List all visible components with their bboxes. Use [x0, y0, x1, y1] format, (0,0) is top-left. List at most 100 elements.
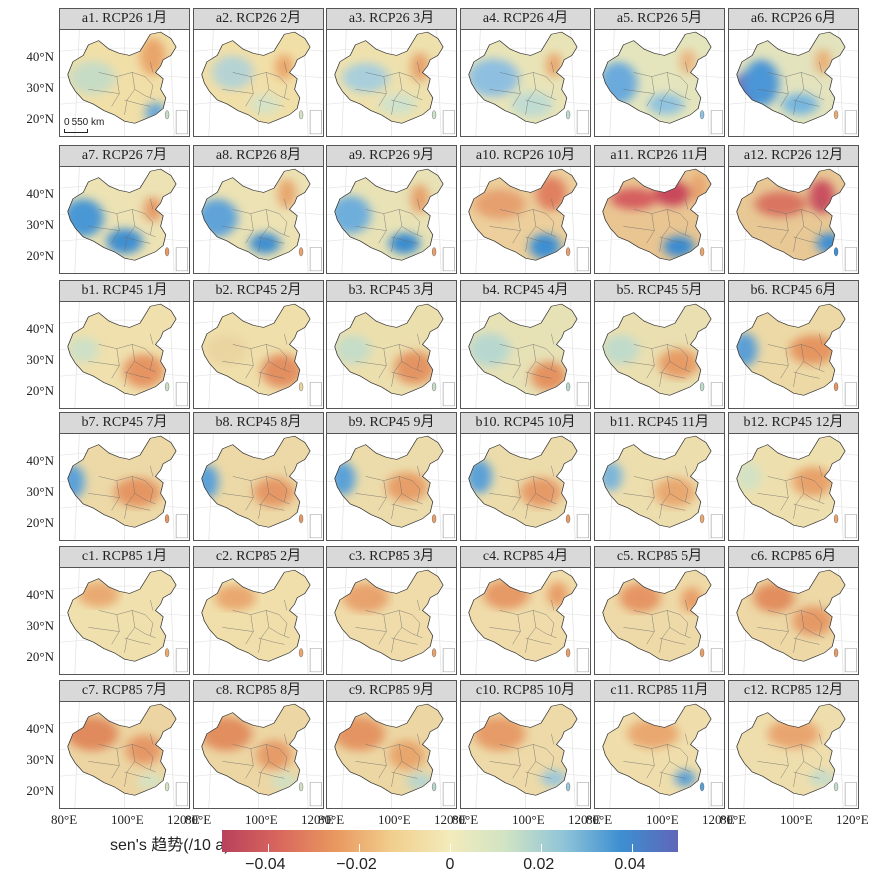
panel-map: [59, 166, 190, 274]
panel-map: [460, 567, 591, 675]
china-outline: [602, 569, 712, 662]
china-outline: [468, 31, 578, 124]
china-outline: [67, 31, 177, 124]
legend-tick-label: 0.04: [614, 856, 646, 873]
panel-map: [59, 29, 190, 137]
china-outline: [468, 168, 578, 261]
china-outline: [67, 703, 177, 796]
longitude-label: 80°E: [586, 812, 613, 827]
panel-title: a3. RCP26 3月: [326, 8, 457, 30]
panel-map: [193, 701, 324, 809]
china-outline: [736, 168, 846, 261]
panel-map: [460, 166, 591, 274]
panel-title: a1. RCP26 1月: [59, 8, 190, 30]
china-outline: [334, 31, 444, 124]
panel-map: [326, 166, 457, 274]
china-outline: [334, 435, 444, 528]
legend-tick-label: −0.04: [245, 856, 286, 873]
panel-title: b9. RCP45 9月: [326, 412, 457, 434]
scale-bar: 0 550 km: [64, 118, 104, 133]
panel-map: [460, 29, 591, 137]
panel-title: b12. RCP45 12月: [728, 412, 859, 434]
china-outline: [334, 168, 444, 261]
scale-bar-distance: 550 km: [71, 117, 105, 128]
panel-title: c7. RCP85 7月: [59, 680, 190, 702]
china-outline: [736, 31, 846, 124]
china-outline: [602, 703, 712, 796]
latitude-label: 20°N: [26, 648, 54, 664]
panel-map: [326, 701, 457, 809]
china-outline: [201, 31, 311, 124]
panel-map: [326, 433, 457, 541]
panel-map: [193, 433, 324, 541]
china-outline: [201, 303, 311, 396]
panel-title: a11. RCP26 11月: [594, 145, 725, 167]
panel-title: c8. RCP85 8月: [193, 680, 324, 702]
panel-map: [728, 166, 859, 274]
longitude-label: 80°E: [51, 812, 78, 827]
panel-map: [460, 701, 591, 809]
latitude-label: 40°N: [26, 587, 54, 603]
panel-map: [728, 433, 859, 541]
trend-field: [468, 436, 578, 528]
longitude-label: 120°E: [568, 812, 601, 827]
china-outline: [602, 303, 712, 396]
panel-map: [728, 301, 859, 409]
panel-title: c12. RCP85 12月: [728, 680, 859, 702]
panel-title: c9. RCP85 9月: [326, 680, 457, 702]
latitude-label: 40°N: [26, 453, 54, 469]
panel-map: [594, 29, 725, 137]
china-outline: [736, 435, 846, 528]
legend-tick: [632, 844, 634, 852]
latitude-label: 40°N: [26, 321, 54, 337]
china-outline: [736, 703, 846, 796]
panel-map: [728, 701, 859, 809]
panel-title: b2. RCP45 2月: [193, 280, 324, 302]
latitude-label: 30°N: [26, 752, 54, 768]
panel-map: [460, 433, 591, 541]
latitude-label: 30°N: [26, 618, 54, 634]
panel-title: a9. RCP26 9月: [326, 145, 457, 167]
panel-map: [193, 29, 324, 137]
longitude-label: 120°E: [836, 812, 869, 827]
panel-title: c2. RCP85 2月: [193, 546, 324, 568]
china-outline: [201, 569, 311, 662]
legend-tick-label: 0: [445, 856, 455, 873]
panel-title: c5. RCP85 5月: [594, 546, 725, 568]
latitude-label: 40°N: [26, 721, 54, 737]
china-outline: [201, 168, 311, 261]
china-outline: [201, 435, 311, 528]
china-outline: [602, 168, 712, 261]
longitude-label: 100°E: [111, 812, 144, 827]
panel-map: [594, 166, 725, 274]
china-outline: [736, 303, 846, 396]
china-outline: [67, 303, 177, 396]
latitude-label: 20°N: [26, 382, 54, 398]
panel-title: c6. RCP85 6月: [728, 546, 859, 568]
panel-title: c1. RCP85 1月: [59, 546, 190, 568]
latitude-label: 40°N: [26, 186, 54, 202]
panel-map: [594, 433, 725, 541]
panel-title: b11. RCP45 11月: [594, 412, 725, 434]
panel-title: a8. RCP26 8月: [193, 145, 324, 167]
longitude-label: 120°E: [167, 812, 200, 827]
longitude-label: 100°E: [512, 812, 545, 827]
latitude-label: 20°N: [26, 514, 54, 530]
panel-map: [460, 301, 591, 409]
panel-map: [59, 301, 190, 409]
legend-tick-label: −0.02: [336, 856, 377, 873]
china-outline: [602, 435, 712, 528]
panel-title: a2. RCP26 2月: [193, 8, 324, 30]
panel-title: b7. RCP45 7月: [59, 412, 190, 434]
china-outline: [468, 703, 578, 796]
china-outline: [736, 569, 846, 662]
longitude-label: 80°E: [452, 812, 479, 827]
latitude-label: 30°N: [26, 352, 54, 368]
china-outline: [201, 703, 311, 796]
legend-tick-label: 0.02: [523, 856, 555, 873]
panel-map: [594, 567, 725, 675]
panel-map: [193, 567, 324, 675]
panel-title: b1. RCP45 1月: [59, 280, 190, 302]
legend-tick: [541, 844, 543, 852]
china-outline: [468, 569, 578, 662]
